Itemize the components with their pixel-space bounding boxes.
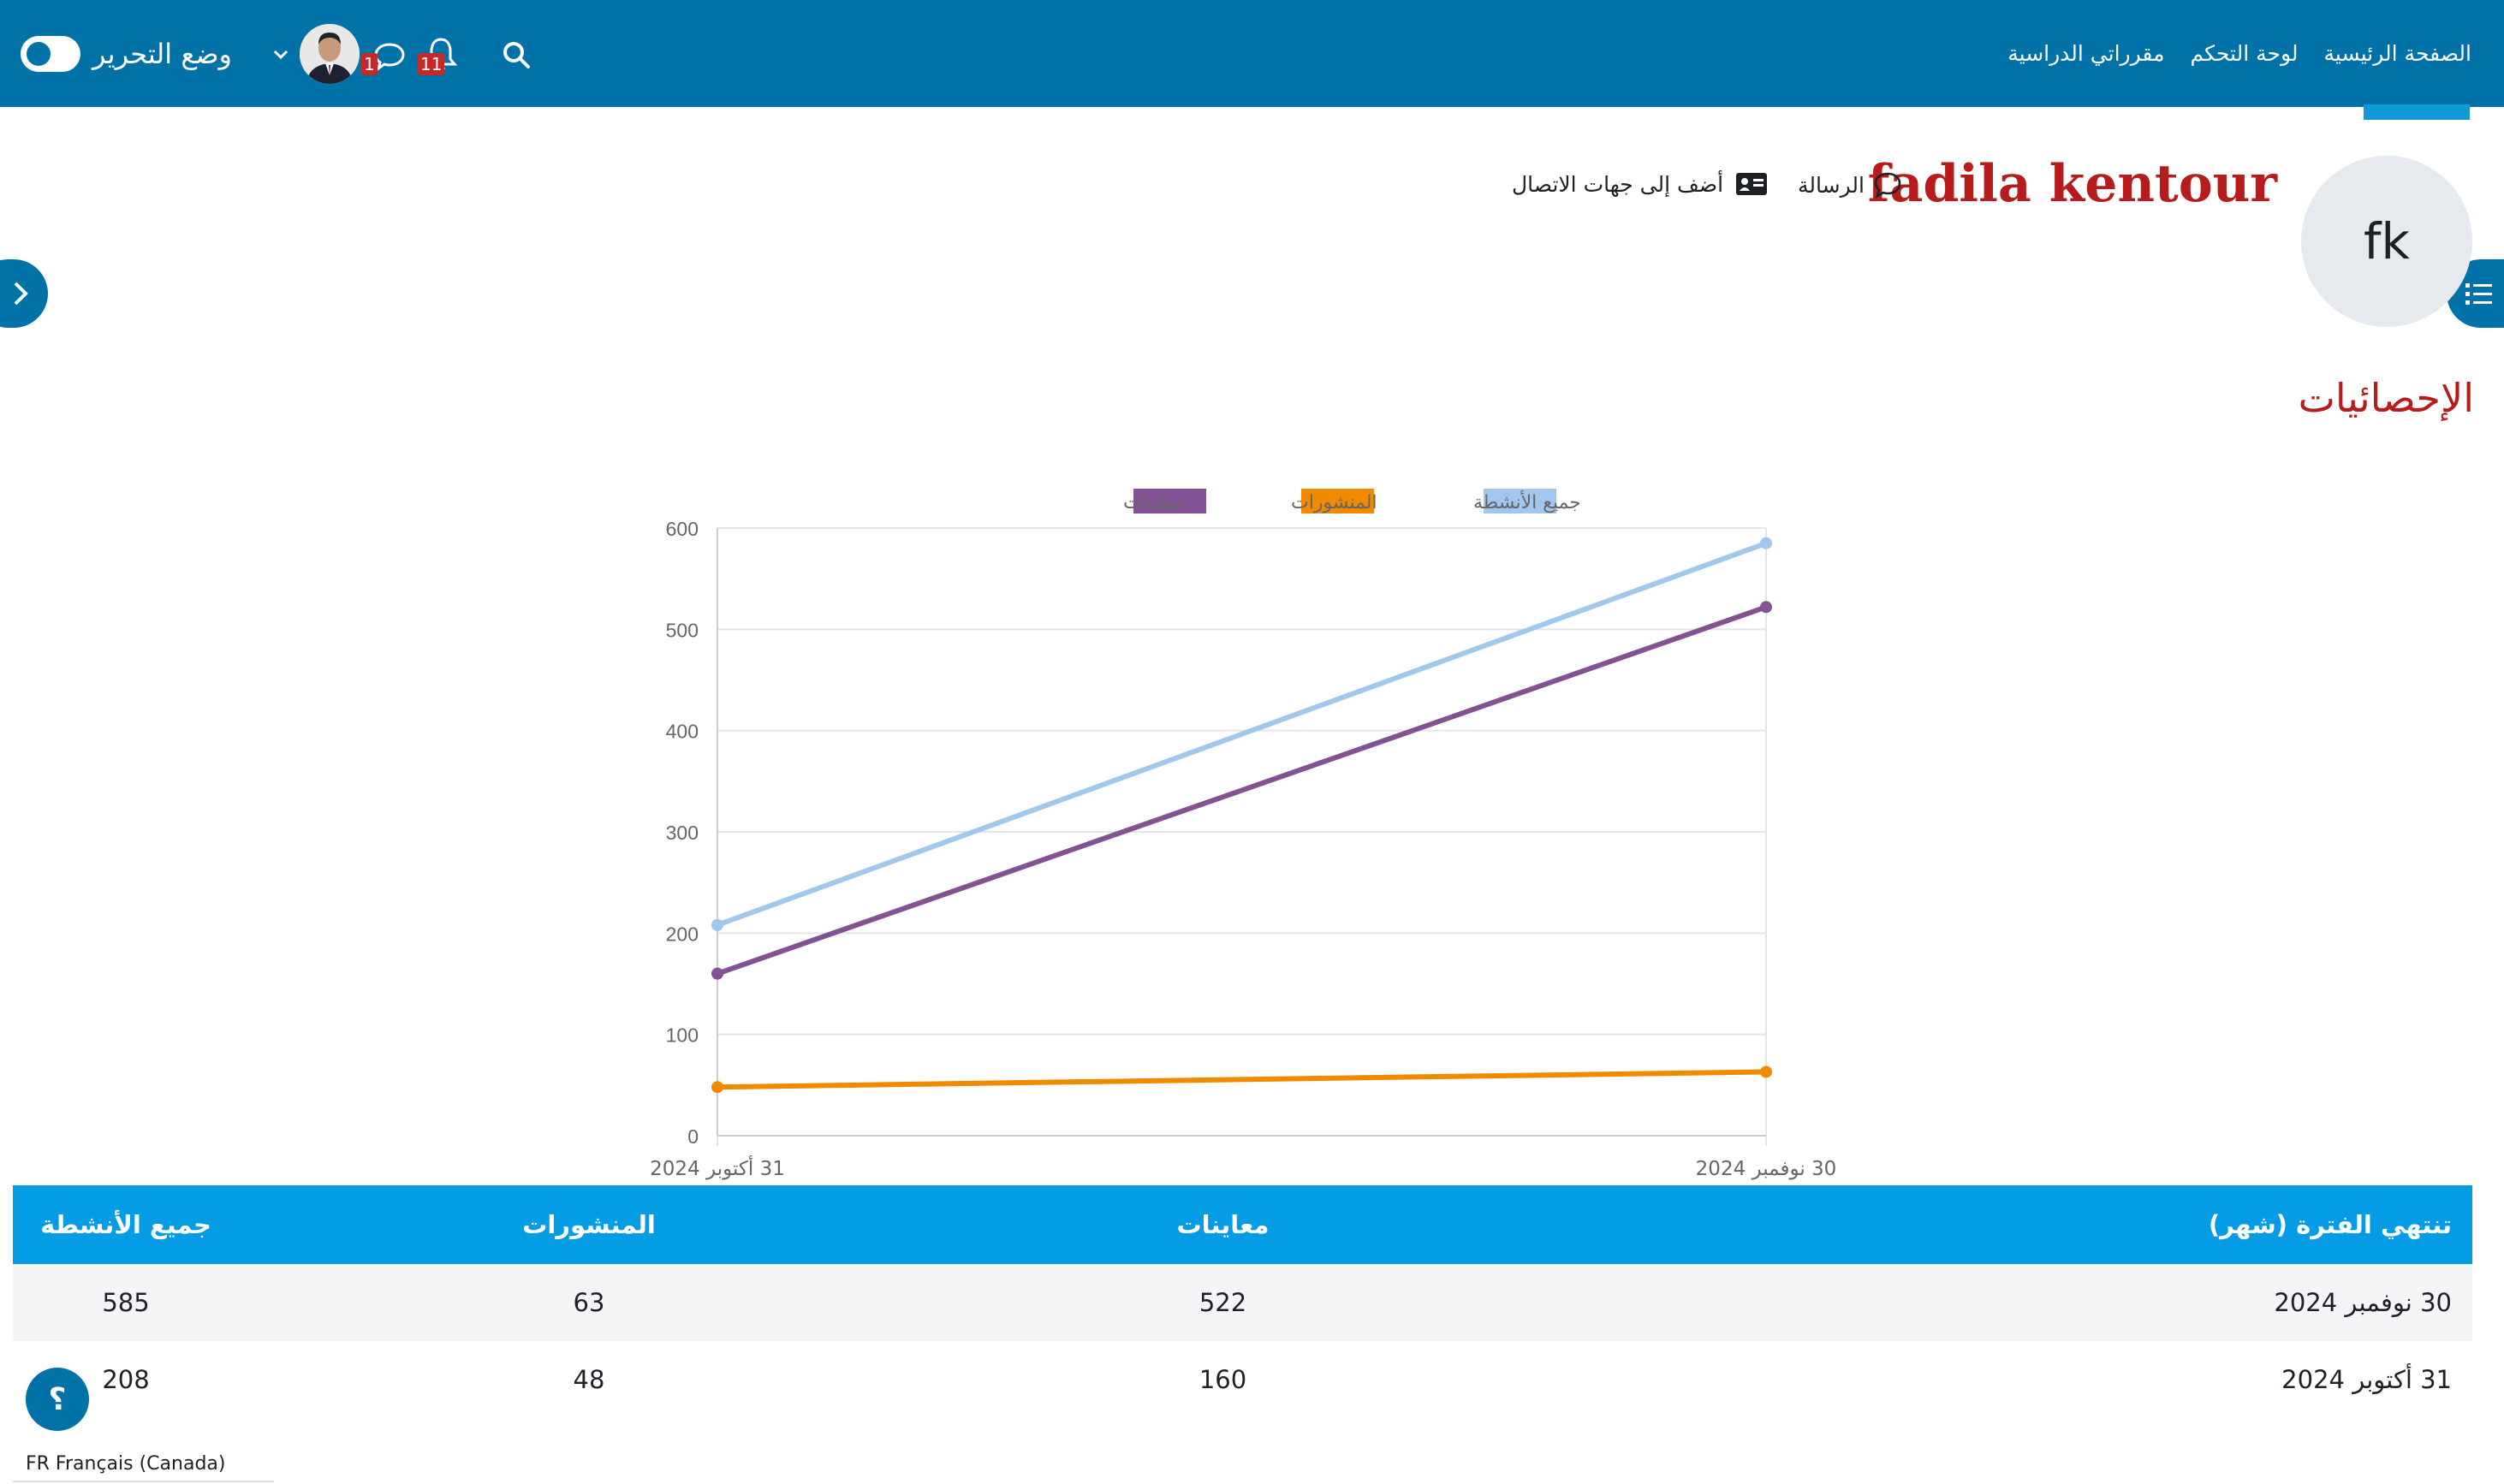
- y-tick-label: 100: [666, 1024, 699, 1047]
- table-cell-views: 522: [939, 1264, 1507, 1341]
- statistics-heading: الإحصائيات: [2298, 375, 2474, 421]
- x-tick-label: 31 أكتوبر 2024: [650, 1155, 785, 1180]
- message-bubble-icon: [1874, 172, 1901, 199]
- send-message-label: الرسالة: [1798, 172, 1865, 198]
- series-line: [717, 604, 1767, 976]
- add-contact-label: أضف إلى جهات الاتصال: [1512, 171, 1724, 197]
- table-cell-views: 160: [1198, 1365, 1247, 1394]
- nav-link-dashboard[interactable]: لوحة التحكم: [2190, 41, 2299, 66]
- data-point: [711, 967, 723, 980]
- help-button[interactable]: ؟: [26, 1368, 89, 1431]
- table-header-row: تنتهي الفترة (شهر) معاينات المنشورات جمي…: [13, 1185, 2472, 1264]
- column-header-all-activity: جميع الأنشطة: [13, 1185, 239, 1264]
- legend-swatch: [1301, 489, 1374, 513]
- nav-link-my-courses[interactable]: مقرراتي الدراسية: [2007, 41, 2165, 66]
- chevron-right-icon: [14, 282, 28, 306]
- table-cell-posts: 63: [239, 1264, 939, 1341]
- data-point: [1760, 537, 1772, 549]
- language-selector[interactable]: FR Français (Canada): [26, 1453, 226, 1475]
- legend-label: جميع الأنشطة: [1473, 490, 1581, 513]
- footer-divider: [13, 1481, 274, 1482]
- legend-swatch: [1484, 489, 1556, 513]
- data-point: [711, 1081, 723, 1094]
- series-line: [716, 540, 1768, 928]
- column-header-views: معاينات: [939, 1185, 1507, 1264]
- table-cell-period: 30 نوفمبر 2024: [1507, 1264, 2472, 1341]
- profile-initials: fk: [2363, 212, 2410, 270]
- x-tick-label: 30 نوفمبر 2024: [1696, 1158, 1837, 1180]
- edit-mode-label: وضع التحرير: [92, 38, 232, 70]
- nav-link-home[interactable]: الصفحة الرئيسية: [2323, 41, 2472, 66]
- series-line: [717, 1069, 1767, 1090]
- legend-label: معاينات: [1123, 492, 1182, 513]
- user-avatar[interactable]: [300, 24, 360, 84]
- data-point: [1760, 601, 1772, 614]
- active-tab-indicator: [2364, 104, 2470, 120]
- profile-name: fadila kentour: [1867, 154, 2277, 214]
- table-cell-period: 31 أكتوبر 2024: [2281, 1365, 2452, 1394]
- data-point: [1760, 1066, 1772, 1078]
- top-navbar: الصفحة الرئيسية لوحة التحكم مقرراتي الدر…: [0, 0, 2504, 120]
- y-tick-label: 600: [666, 518, 699, 540]
- chevron-down-icon[interactable]: [272, 38, 289, 72]
- list-icon: [2465, 283, 2492, 305]
- table-cell-all-activity: 585: [13, 1264, 239, 1341]
- messages-count-badge: 1: [361, 53, 378, 75]
- send-message-link[interactable]: الرسالة: [1798, 171, 1902, 199]
- data-point: [711, 918, 723, 931]
- y-tick-label: 0: [687, 1125, 699, 1148]
- profile-avatar: fk: [2301, 156, 2472, 327]
- activity-line-chart: 0 100 200 300 400 500 600 31 أكتوبر 2024 30 نوفم…: [650, 489, 1837, 1180]
- legend-swatch: [1133, 489, 1206, 513]
- y-tick-label: 300: [666, 822, 699, 844]
- edit-mode-toggle[interactable]: [21, 36, 80, 72]
- table-cell-all-activity: 208: [102, 1365, 150, 1394]
- statistics-table: تنتهي الفترة (شهر) معاينات المنشورات جمي…: [13, 1185, 2472, 1418]
- legend-label: المنشورات: [1291, 492, 1377, 513]
- y-tick-label: 200: [666, 923, 699, 945]
- table-cell-posts: 48: [573, 1365, 605, 1394]
- notifications-count-badge: 11: [418, 53, 445, 75]
- table-row: 30 نوفمبر 2024 522 63 585: [13, 1264, 2472, 1341]
- add-contact-link[interactable]: أضف إلى جهات الاتصال: [1512, 171, 1768, 197]
- address-card-icon: [1736, 173, 1768, 195]
- table-row: 31 أكتوبر 2024 160 48 208: [13, 1341, 2472, 1418]
- primary-navigation: الصفحة الرئيسية لوحة التحكم مقرراتي الدر…: [2007, 0, 2471, 107]
- search-icon[interactable]: [501, 39, 532, 70]
- column-header-posts: المنشورات: [239, 1185, 939, 1264]
- column-header-period: تنتهي الفترة (شهر): [1507, 1185, 2472, 1264]
- y-tick-label: 400: [666, 721, 699, 743]
- y-tick-label: 500: [666, 619, 699, 641]
